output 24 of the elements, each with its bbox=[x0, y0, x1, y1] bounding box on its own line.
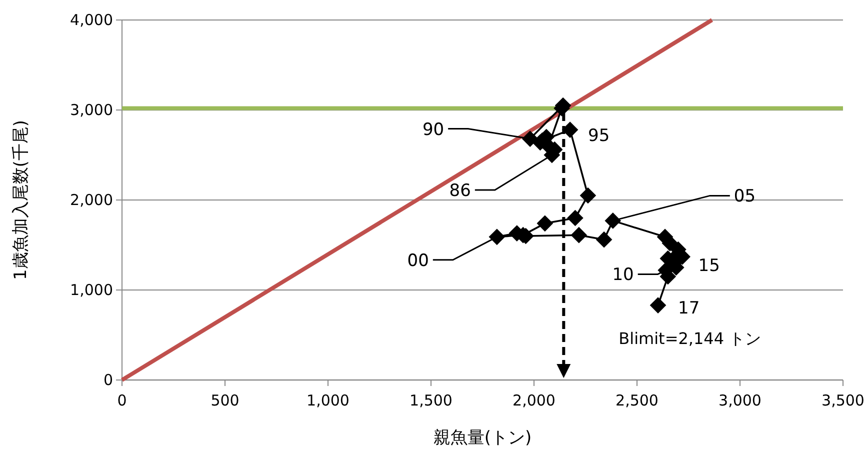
x-tick-label: 2,000 bbox=[512, 392, 556, 410]
ref-line-label: Blimit=2,144 トン bbox=[618, 329, 762, 348]
annotation: 90 bbox=[422, 120, 444, 140]
annotation: 17 bbox=[678, 298, 700, 318]
y-tick-label: 2,000 bbox=[70, 190, 113, 209]
x-tick-label: 2,500 bbox=[616, 392, 658, 410]
x-tick-label: 0 bbox=[117, 392, 127, 410]
y-axis-title: 1歳魚加入尾数(千尾) bbox=[11, 120, 31, 280]
annotation: 15 bbox=[698, 256, 720, 276]
x-axis-title: 親魚量(トン) bbox=[433, 428, 532, 448]
annotation: 95 bbox=[588, 126, 610, 146]
y-tick-label: 0 bbox=[103, 370, 113, 389]
y-tick-label: 3,000 bbox=[70, 100, 113, 119]
x-tick-label: 1,500 bbox=[410, 392, 452, 410]
annotation: 86 bbox=[449, 181, 471, 201]
annotation: 10 bbox=[612, 265, 634, 286]
y-tick-label: 4,000 bbox=[70, 10, 113, 29]
x-tick-label: 3,500 bbox=[822, 392, 864, 410]
x-tick-label: 3,000 bbox=[718, 392, 762, 410]
x-tick-label: 500 bbox=[210, 392, 240, 410]
y-tick-label: 1,000 bbox=[70, 280, 113, 299]
x-tick-label: 1,000 bbox=[306, 392, 350, 410]
annotation: 05 bbox=[734, 186, 756, 207]
annotation: 00 bbox=[407, 250, 429, 271]
